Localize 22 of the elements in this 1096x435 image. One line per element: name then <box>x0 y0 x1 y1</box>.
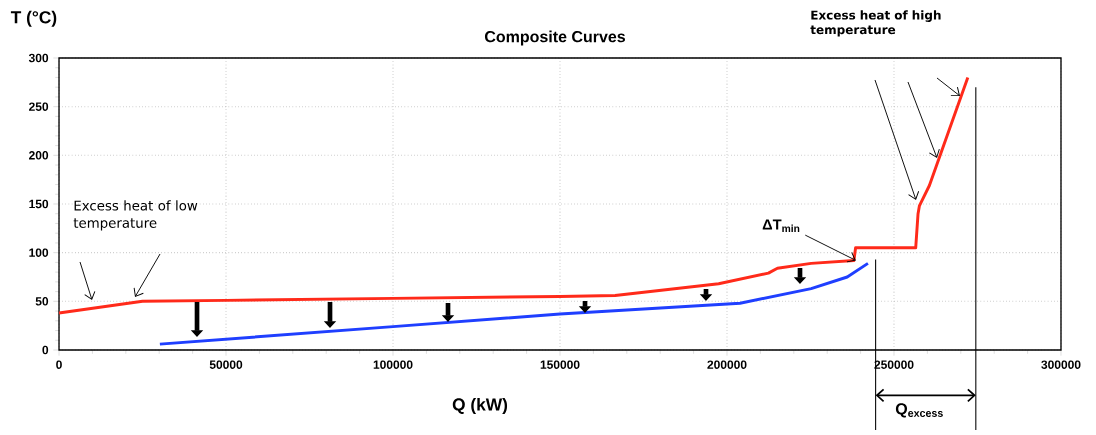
x-tick-label: 50000 <box>209 360 243 369</box>
y-axis-title: T (°C) <box>10 10 57 27</box>
chart-title: Composite Curves <box>484 30 626 46</box>
x-tick-label: 100000 <box>373 360 413 369</box>
line-series <box>57 75 970 315</box>
x-tick-label: 200000 <box>707 360 747 369</box>
y-tick-label: 50 <box>35 297 49 306</box>
y-tick-label: 0 <box>42 345 49 355</box>
x-axis-title: Q (kW) <box>452 397 508 415</box>
annotation: Excess heat of low temperature <box>73 200 198 231</box>
x-tick-label: 0 <box>56 360 62 369</box>
y-tick-label: 300 <box>28 53 49 63</box>
text: Q$_{excess}$ <box>895 403 943 418</box>
y-tick-label: 150 <box>29 199 49 209</box>
annotation: ΔT$_{min}$ <box>762 219 800 233</box>
y-tick-label: 250 <box>29 102 49 111</box>
y-tick-label: 200 <box>29 151 49 160</box>
x-tick-label: 150000 <box>540 360 580 369</box>
text: Excess heat of high temperature <box>810 10 941 37</box>
y-tick-label: 100 <box>29 248 49 257</box>
x-tick-label: 300000 <box>1041 360 1081 369</box>
line-series <box>158 261 870 346</box>
